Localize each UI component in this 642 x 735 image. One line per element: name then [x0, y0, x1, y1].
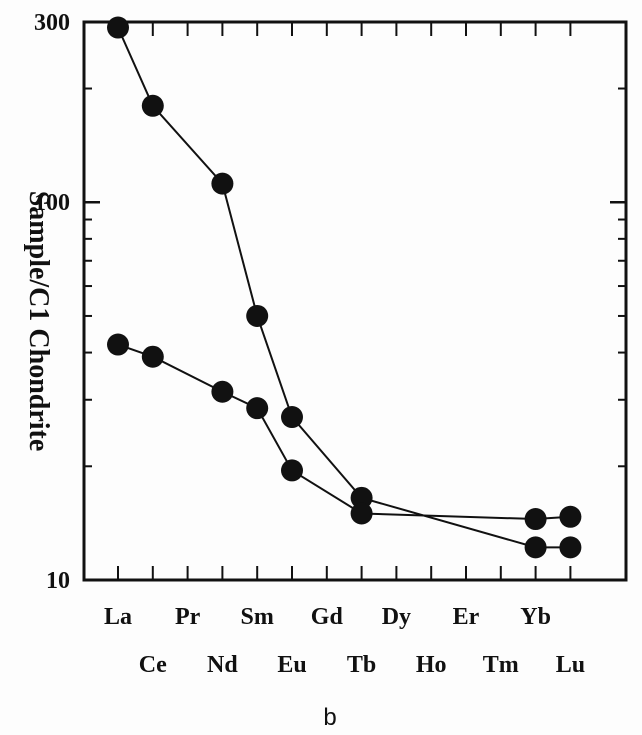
series-2-line: [117, 343, 571, 521]
x-tick-label-nd: Nd: [207, 652, 238, 678]
series-1-point-tb: [350, 486, 373, 509]
y-tick-label: 10: [46, 568, 70, 594]
series-2-point-ce: [141, 345, 164, 368]
series-1-line: [117, 27, 571, 549]
series-2-point-lu: [559, 505, 582, 528]
x-tick-label-yb: Yb: [520, 604, 551, 630]
series-layer: [107, 16, 582, 559]
series-1-point-yb: [524, 536, 547, 559]
x-tick-label-eu: Eu: [277, 652, 306, 678]
y-axis-title: Sample/C1 Chondrite: [23, 191, 54, 452]
x-tick-label-sm: Sm: [241, 604, 274, 630]
series-2-point-tb: [350, 502, 373, 525]
x-tick-label-lu: Lu: [556, 652, 585, 678]
x-tick-label-ce: Ce: [139, 652, 167, 678]
series-2-point-sm: [246, 397, 269, 420]
x-tick-label-pr: Pr: [175, 604, 201, 630]
series-1-point-ce: [141, 94, 164, 117]
series-1-point-eu: [281, 406, 303, 429]
x-tick-label-la: La: [104, 604, 132, 630]
series-1-point-la: [107, 16, 129, 39]
panel-label: b: [323, 704, 336, 731]
x-tick-label-gd: Gd: [311, 604, 344, 630]
x-tick-label-tb: Tb: [347, 652, 376, 678]
x-tick-label-er: Er: [453, 604, 480, 630]
series-1-point-sm: [246, 304, 269, 327]
axis-ticks: [84, 20, 626, 582]
plot-frame: [82, 20, 628, 582]
series-2-point-la: [107, 333, 129, 356]
series-1-point-lu: [559, 536, 582, 559]
y-tick-label: 100: [34, 190, 70, 216]
x-tick-label-ho: Ho: [416, 652, 447, 678]
series-2-point-yb: [524, 508, 547, 531]
x-tick-label-tm: Tm: [483, 652, 519, 678]
plot-border: [82, 20, 628, 582]
y-tick-label: 300: [34, 10, 70, 36]
series-2-point-nd: [211, 380, 234, 403]
x-tick-label-dy: Dy: [382, 604, 411, 630]
series-2-point-eu: [281, 459, 303, 482]
series-1-point-nd: [211, 172, 234, 195]
